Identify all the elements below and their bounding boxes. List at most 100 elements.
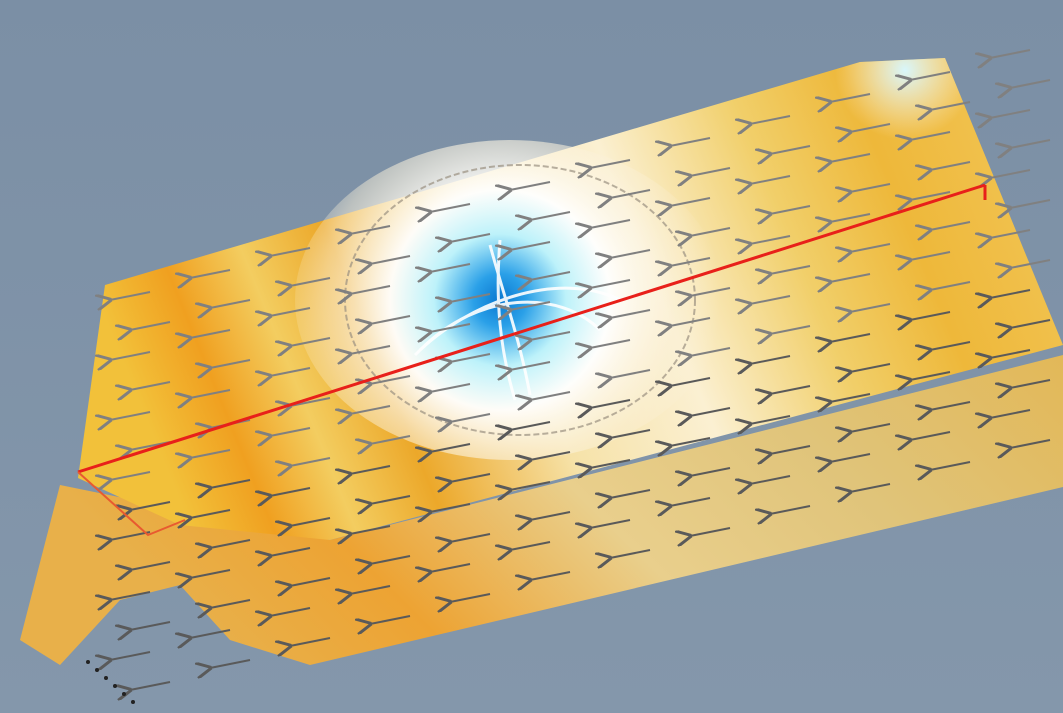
vector-arrow bbox=[610, 549, 651, 558]
vector-arrow bbox=[130, 621, 171, 630]
vector-arrow bbox=[510, 481, 551, 490]
vector-arrow bbox=[770, 205, 811, 214]
vector-arrow bbox=[450, 533, 491, 542]
vector-arrow bbox=[210, 479, 251, 488]
vector-arrow bbox=[750, 295, 791, 304]
vector-arrow bbox=[370, 615, 411, 624]
vector-arrow bbox=[670, 257, 711, 266]
vector-arrow bbox=[830, 393, 871, 402]
vector-arrow bbox=[930, 161, 971, 170]
vector-arrow bbox=[190, 449, 231, 458]
streamline bbox=[418, 300, 602, 352]
vector-arrow bbox=[190, 329, 231, 338]
vector-arrow bbox=[1010, 379, 1051, 388]
vector-arrow bbox=[190, 389, 231, 398]
vector-arrow bbox=[930, 221, 971, 230]
vector-arrow bbox=[290, 457, 331, 466]
vector-arrow bbox=[350, 345, 391, 354]
vector-arrow bbox=[530, 331, 571, 340]
vector-arrow bbox=[990, 49, 1031, 58]
vector-arrow bbox=[210, 659, 251, 668]
vector-arrow bbox=[430, 203, 471, 212]
vector-arrow bbox=[830, 213, 871, 222]
vector-arrow bbox=[690, 167, 731, 176]
vector-arrow bbox=[910, 131, 951, 140]
vector-arrow bbox=[530, 391, 571, 400]
vector-arrow bbox=[690, 407, 731, 416]
vector-arrow bbox=[930, 281, 971, 290]
vector-arrow bbox=[750, 235, 791, 244]
vector-arrow bbox=[930, 401, 971, 410]
vector-arrow bbox=[850, 483, 891, 492]
vector-arrow bbox=[990, 169, 1031, 178]
vector-arrow bbox=[450, 233, 491, 242]
vector-arrow bbox=[530, 571, 571, 580]
vector-arrow bbox=[610, 369, 651, 378]
vector-arrow bbox=[910, 251, 951, 260]
vector-arrow bbox=[670, 497, 711, 506]
vector-arrow bbox=[450, 593, 491, 602]
vector-arrow bbox=[350, 585, 391, 594]
vector-arrow bbox=[210, 539, 251, 548]
vector-arrow bbox=[590, 159, 631, 168]
vector-arrow bbox=[350, 225, 391, 234]
vector-arrow bbox=[690, 287, 731, 296]
section-line bbox=[77, 183, 986, 474]
vector-arrow bbox=[610, 309, 651, 318]
trace-dot bbox=[131, 700, 135, 704]
vector-arrow bbox=[370, 495, 411, 504]
vector-arrow bbox=[510, 541, 551, 550]
vector-arrow bbox=[530, 451, 571, 460]
trace-dot bbox=[104, 676, 108, 680]
vector-arrow bbox=[990, 349, 1031, 358]
vector-arrow bbox=[430, 323, 471, 332]
vector-arrow bbox=[190, 269, 231, 278]
vector-arrow bbox=[290, 637, 331, 646]
vector-arrow bbox=[510, 241, 551, 250]
vector-arrow bbox=[910, 311, 951, 320]
vector-arrow bbox=[270, 547, 311, 556]
vector-arrow bbox=[750, 415, 791, 424]
vector-arrow bbox=[770, 325, 811, 334]
vector-arrow bbox=[350, 285, 391, 294]
vector-arrow bbox=[830, 453, 871, 462]
vector-arrow bbox=[270, 427, 311, 436]
vector-arrow bbox=[370, 555, 411, 564]
vector-arrow bbox=[750, 175, 791, 184]
vector-arrow bbox=[110, 351, 151, 360]
trace-dot bbox=[95, 668, 99, 672]
vector-arrow bbox=[930, 341, 971, 350]
vector-arrow bbox=[430, 263, 471, 272]
vector-arrow bbox=[770, 145, 811, 154]
trace-dot bbox=[113, 684, 117, 688]
vector-arrow bbox=[530, 271, 571, 280]
vector-arrow bbox=[110, 411, 151, 420]
vector-arrow bbox=[590, 459, 631, 468]
vector-arrow bbox=[530, 511, 571, 520]
vector-arrow bbox=[510, 301, 551, 310]
vector-arrow bbox=[430, 563, 471, 572]
vector-arrow bbox=[270, 367, 311, 376]
vector-arrow bbox=[130, 501, 171, 510]
vector-arrow bbox=[830, 93, 871, 102]
vector-arrow bbox=[610, 189, 651, 198]
vector-arrow bbox=[690, 347, 731, 356]
vector-arrow bbox=[510, 421, 551, 430]
vector-arrow bbox=[850, 363, 891, 372]
vector-arrow bbox=[450, 293, 491, 302]
vector-arrow bbox=[770, 445, 811, 454]
vector-arrow bbox=[590, 519, 631, 528]
vector-arrow bbox=[190, 569, 231, 578]
vector-arrow bbox=[850, 123, 891, 132]
vector-arrow bbox=[110, 471, 151, 480]
vector-arrow bbox=[990, 229, 1031, 238]
vector-arrow bbox=[370, 255, 411, 264]
vector-arrow bbox=[130, 681, 171, 690]
vector-arrow bbox=[130, 321, 171, 330]
vector-arrow bbox=[850, 183, 891, 192]
vector-arrow bbox=[910, 431, 951, 440]
vector-arrow bbox=[590, 219, 631, 228]
vector-arrow bbox=[1010, 139, 1051, 148]
vector-arrow bbox=[670, 437, 711, 446]
